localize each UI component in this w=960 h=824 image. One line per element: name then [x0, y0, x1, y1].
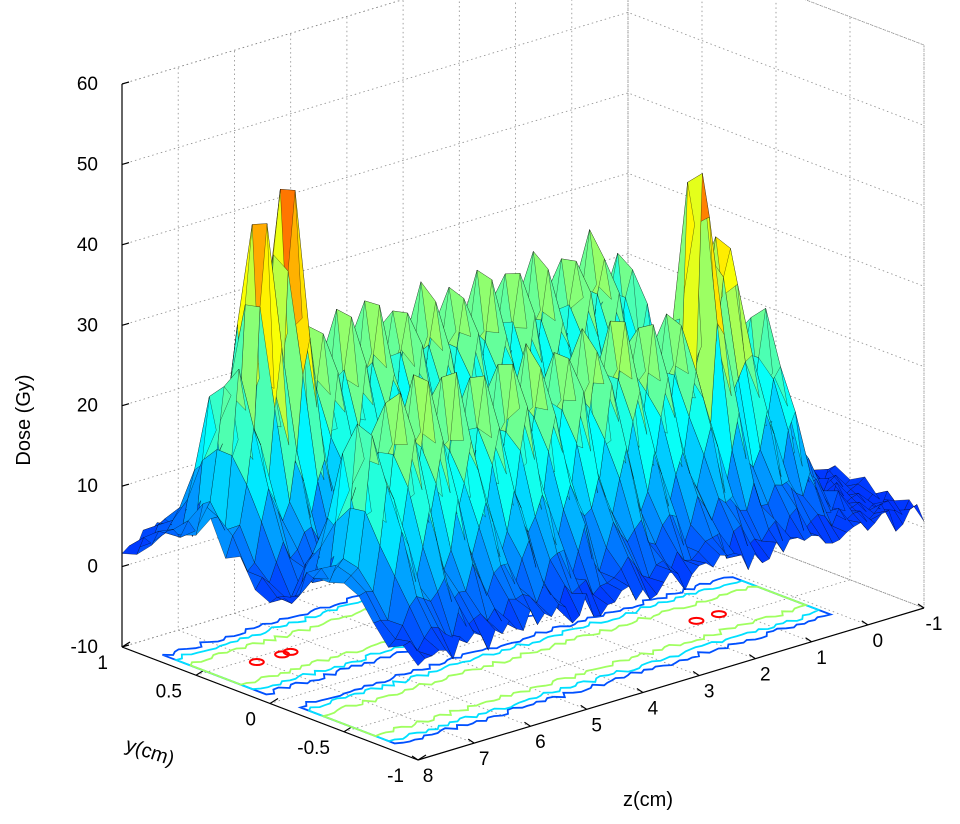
- z-tick-label: 6: [535, 732, 546, 753]
- contour-peak: [710, 610, 727, 619]
- contour-peak: [282, 647, 299, 656]
- z-tick-label: 3: [704, 682, 715, 703]
- dose-tick-label: 50: [77, 154, 98, 175]
- y-tick-label: 1: [97, 653, 108, 674]
- axes: [121, 81, 925, 761]
- z-tick-label: 5: [591, 715, 602, 736]
- z-tick: [749, 654, 756, 660]
- z-tick: [411, 755, 419, 761]
- dose-tick: [121, 563, 130, 568]
- x-axis-label: z(cm): [623, 789, 673, 811]
- y-tick: [269, 697, 279, 705]
- grid-line-y: [195, 0, 703, 676]
- z-tick: [524, 721, 531, 727]
- y-tick: [121, 641, 131, 648]
- y-axis-label: y(cm): [123, 734, 177, 770]
- z-tick: [861, 620, 869, 626]
- dose-tick: [121, 403, 130, 407]
- dose-tick-label: 0: [87, 557, 98, 578]
- y-tick-label: -0.5: [297, 738, 330, 759]
- contour-line: [307, 579, 821, 743]
- grid-line-y: [343, 16, 851, 733]
- surface-patch: [121, 537, 145, 555]
- z-tick: [467, 738, 475, 744]
- grid-line-dose: [121, 11, 925, 165]
- y-tick-label: 0: [245, 710, 256, 731]
- box-edge: [121, 0, 404, 85]
- y-tick: [417, 754, 427, 761]
- z-tick: [636, 687, 644, 693]
- y-tick-label: 0.5: [156, 681, 182, 702]
- dose-tick-label: 40: [77, 235, 98, 256]
- y-tick-label: -1: [387, 766, 404, 787]
- box-edge: [805, 0, 925, 46]
- dose-tick: [121, 322, 130, 326]
- dose-tick: [121, 242, 130, 246]
- z-tick: [805, 637, 812, 643]
- dose-tick: [121, 161, 130, 166]
- dose-tick-label: 10: [77, 476, 98, 497]
- grid-line-dose: [121, 92, 925, 246]
- z-tick-label: 0: [872, 631, 883, 652]
- z-tick-label: 7: [479, 749, 490, 770]
- contour-peak: [688, 616, 705, 625]
- contour-line: [297, 576, 834, 745]
- floor-contours: [162, 523, 834, 745]
- z-tick-label: 1: [816, 648, 827, 669]
- z-axis-line: [417, 607, 925, 761]
- box-edge: [627, 494, 925, 609]
- dose-tick-label: 60: [77, 74, 98, 95]
- dose-tick: [121, 81, 130, 85]
- dose-tick-label: 30: [77, 315, 98, 336]
- z-tick: [580, 704, 587, 710]
- z-axis-label: Dose (Gy): [13, 374, 35, 465]
- dose-surface: [121, 173, 925, 666]
- dose-tick-label: 20: [77, 396, 98, 417]
- z-tick-label: 4: [648, 698, 659, 719]
- z-tick-label: 2: [760, 665, 771, 686]
- dose-tick-label: -10: [71, 637, 98, 658]
- contour-line: [320, 585, 809, 738]
- grid-line-y: [269, 0, 777, 704]
- contour-peak: [248, 658, 265, 667]
- z-tick: [917, 603, 925, 609]
- z-tick-label: 8: [423, 766, 434, 787]
- grid-line-dose: [121, 0, 925, 85]
- z-tick-label: -1: [926, 614, 943, 635]
- dose-tick: [121, 483, 130, 487]
- z-tick: [692, 671, 700, 677]
